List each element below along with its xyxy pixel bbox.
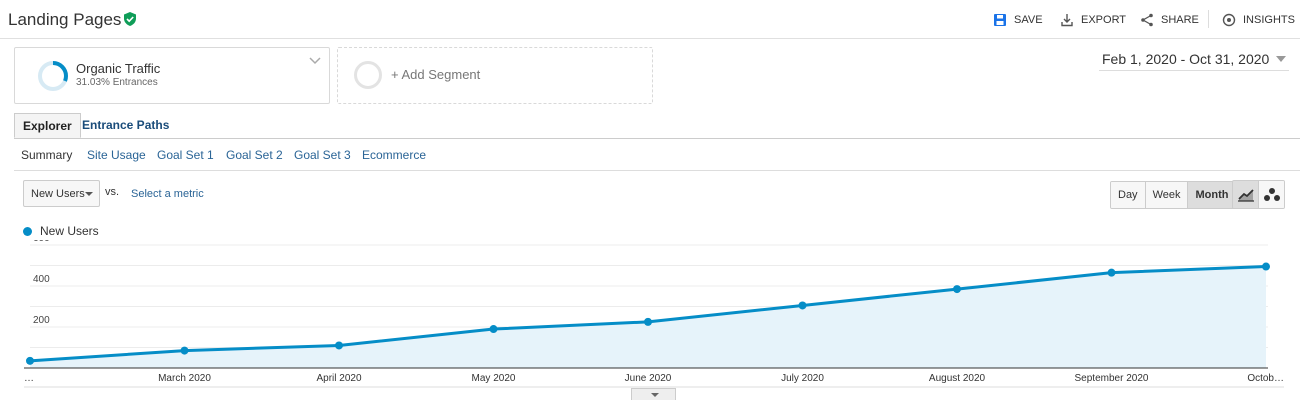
collapse-chart-toggle[interactable] [631,388,676,400]
motion-chart-view-button[interactable] [1259,181,1284,208]
legend-label: New Users [40,224,99,238]
date-range-label: Feb 1, 2020 - Oct 31, 2020 [1102,51,1270,67]
subtab-goal-set-3[interactable]: Goal Set 3 [294,148,351,162]
motion-chart-icon [1263,187,1280,201]
data-point[interactable] [953,285,961,294]
add-segment-label: + Add Segment [391,67,481,82]
subtab-site-usage[interactable]: Site Usage [87,148,146,162]
data-point[interactable] [489,325,498,334]
period-week-button[interactable]: Week [1145,182,1189,208]
line-chart-view-button[interactable] [1233,181,1259,208]
save-button[interactable]: SAVE [993,12,1043,28]
x-tick-label: August 2020 [929,373,986,384]
x-tick-label: Octob… [1247,373,1284,384]
subtab-goal-set-1[interactable]: Goal Set 1 [157,148,214,162]
share-label: SHARE [1161,14,1199,26]
x-tick-label: March 2020 [158,373,211,384]
x-tick-label: April 2020 [316,373,361,384]
period-toggle: Day Week Month [1110,181,1237,209]
caret-down-icon [85,192,93,196]
data-point[interactable] [644,317,652,326]
export-button[interactable]: EXPORT [1060,12,1126,28]
y-tick-label: 600 [33,240,50,244]
line-chart-icon [1237,188,1254,202]
y-tick-label: 200 [33,315,50,326]
date-range-picker[interactable]: Feb 1, 2020 - Oct 31, 2020 [1099,50,1289,71]
data-point[interactable] [26,356,34,365]
x-tick-label: July 2020 [781,373,824,384]
metric-dropdown[interactable]: New Users [23,180,100,207]
segment-detail: 31.03% Entrances [76,77,158,88]
new-users-chart: 200 400 600 … March 2020 April 2020 May 2020 Ju… [24,240,1284,388]
report-tabs: Explorer Entrance Paths [14,113,1300,139]
y-tick-label: 400 [33,274,50,285]
select-metric-link[interactable]: Select a metric [131,188,204,200]
data-point[interactable] [1107,268,1116,277]
insights-label: INSIGHTS [1243,14,1295,26]
explorer-subtabs: Summary Site Usage Goal Set 1 Goal Set 2… [14,140,1300,171]
subtab-summary[interactable]: Summary [21,148,73,162]
period-day-button[interactable]: Day [1111,182,1146,208]
insights-button[interactable]: INSIGHTS [1222,12,1295,28]
subtab-goal-set-2[interactable]: Goal Set 2 [226,148,283,162]
add-segment-button[interactable]: + Add Segment [337,47,653,104]
period-month-button[interactable]: Month [1188,182,1236,208]
data-point[interactable] [335,341,343,350]
share-button[interactable]: SHARE [1140,12,1199,28]
tab-entrance-paths[interactable]: Entrance Paths [82,118,170,132]
empty-segment-ring-icon [354,61,382,89]
x-tick-label: September 2020 [1075,373,1149,384]
export-icon [1061,14,1073,27]
series-area [30,266,1266,368]
x-tick-label: May 2020 [472,373,516,384]
page-title: Landing Pages [8,10,122,29]
data-point[interactable] [180,346,189,355]
share-icon [1141,13,1153,27]
caret-down-icon [1276,56,1286,62]
segment-name: Organic Traffic [76,61,161,76]
data-point[interactable] [1262,262,1270,271]
segment-ratio-ring-icon [38,61,68,91]
report-header: Landing Pages SAVE EXPORT SHARE INSIGHTS [0,0,1300,39]
chart-legend: New Users [23,224,99,238]
chart-view-toggle [1232,180,1285,209]
chevron-down-icon[interactable] [309,57,321,65]
save-label: SAVE [1014,14,1043,26]
legend-swatch [23,226,32,236]
data-point[interactable] [798,301,807,310]
save-icon [994,14,1006,26]
toolbar-divider [1208,10,1209,28]
x-tick-label: June 2020 [625,373,672,384]
insights-icon [1222,13,1236,27]
vs-label: vs. [105,186,120,198]
metric-dropdown-value: New Users [31,188,85,200]
x-tick-label: … [24,373,34,384]
subtab-ecommerce[interactable]: Ecommerce [362,148,427,162]
export-label: EXPORT [1081,14,1127,26]
tab-explorer[interactable]: Explorer [14,113,81,138]
verified-shield-icon [124,12,136,26]
segment-organic-traffic[interactable]: Organic Traffic 31.03% Entrances [14,47,330,104]
